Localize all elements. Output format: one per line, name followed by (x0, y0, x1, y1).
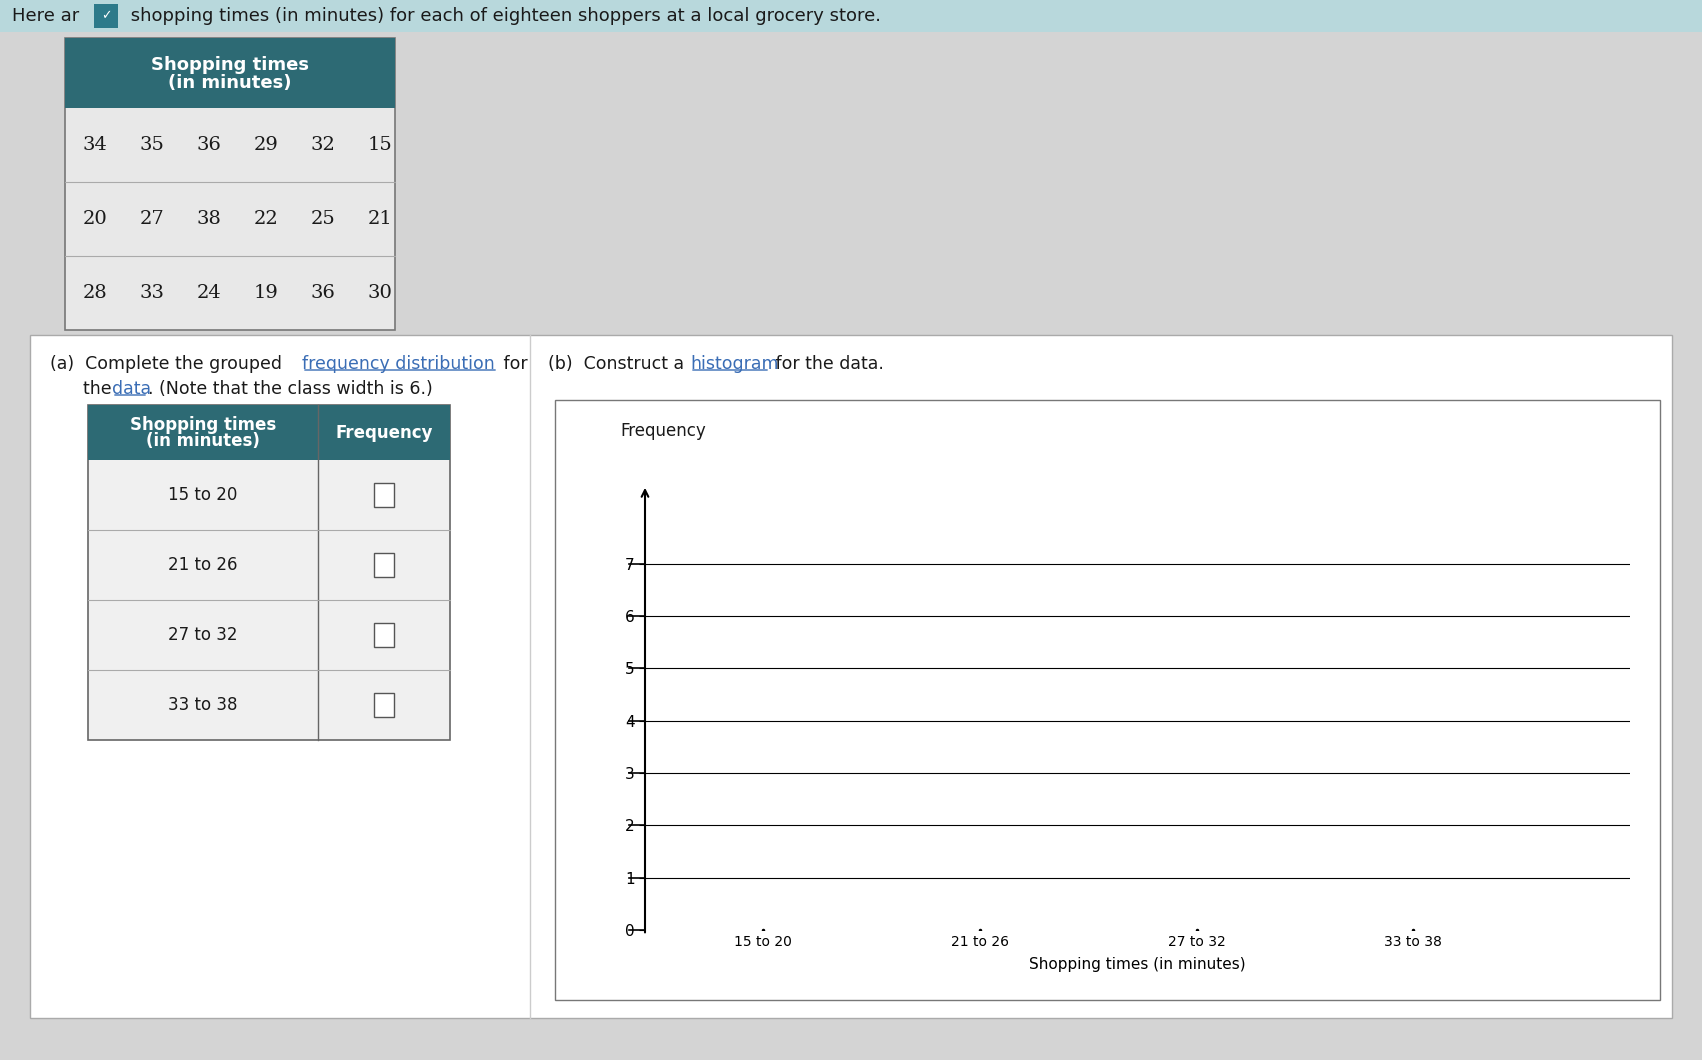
Text: 29: 29 (254, 136, 279, 154)
Bar (374, 623, 393, 647)
Text: 27: 27 (140, 210, 165, 228)
Text: 28: 28 (83, 284, 107, 302)
Text: frequency distribution: frequency distribution (301, 355, 495, 373)
Text: 27 to 32: 27 to 32 (168, 626, 238, 644)
Text: 15: 15 (368, 136, 393, 154)
Text: 38: 38 (196, 210, 221, 228)
Bar (374, 693, 393, 717)
Bar (374, 483, 393, 507)
Text: (in minutes): (in minutes) (146, 432, 260, 450)
Text: 30: 30 (368, 284, 393, 302)
Text: 36: 36 (310, 284, 335, 302)
Text: 20: 20 (83, 210, 107, 228)
Text: Shopping times: Shopping times (151, 56, 310, 74)
Text: data: data (112, 379, 151, 398)
Text: 36: 36 (196, 136, 221, 154)
Text: Frequency: Frequency (335, 424, 432, 442)
Text: histogram: histogram (689, 355, 778, 373)
Text: 32: 32 (310, 136, 335, 154)
Text: the: the (49, 379, 117, 398)
Text: 21 to 26: 21 to 26 (168, 556, 238, 575)
Bar (65, 38, 395, 330)
FancyBboxPatch shape (94, 4, 117, 28)
Bar (555, 400, 1659, 1000)
Text: 15 to 20: 15 to 20 (168, 485, 238, 504)
Text: 33: 33 (140, 284, 165, 302)
Bar (374, 553, 393, 577)
Text: for: for (499, 355, 528, 373)
Text: (a)  Complete the grouped: (a) Complete the grouped (49, 355, 288, 373)
Text: 35: 35 (140, 136, 165, 154)
Text: 34: 34 (83, 136, 107, 154)
Text: 33 to 38: 33 to 38 (168, 696, 238, 714)
X-axis label: Shopping times (in minutes): Shopping times (in minutes) (1030, 957, 1246, 972)
Text: . (Note that the class width is 6.): . (Note that the class width is 6.) (148, 379, 432, 398)
Bar (31, 335, 1671, 1018)
Text: 21: 21 (368, 210, 393, 228)
Text: shopping times (in minutes) for each of eighteen shoppers at a local grocery sto: shopping times (in minutes) for each of … (124, 7, 882, 25)
Bar (89, 405, 449, 740)
Text: Frequency: Frequency (620, 422, 706, 440)
Text: ✓: ✓ (100, 10, 111, 22)
Text: Shopping times: Shopping times (129, 417, 276, 435)
Bar (0, 0, 1702, 32)
Text: 19: 19 (254, 284, 279, 302)
Bar (65, 38, 395, 108)
Text: Here ar: Here ar (12, 7, 80, 25)
Text: 25: 25 (311, 210, 335, 228)
Text: (in minutes): (in minutes) (168, 74, 291, 92)
Text: for the data.: for the data. (769, 355, 883, 373)
Text: 24: 24 (197, 284, 221, 302)
Text: 22: 22 (254, 210, 279, 228)
Bar (89, 405, 449, 460)
Text: (b)  Construct a: (b) Construct a (548, 355, 689, 373)
